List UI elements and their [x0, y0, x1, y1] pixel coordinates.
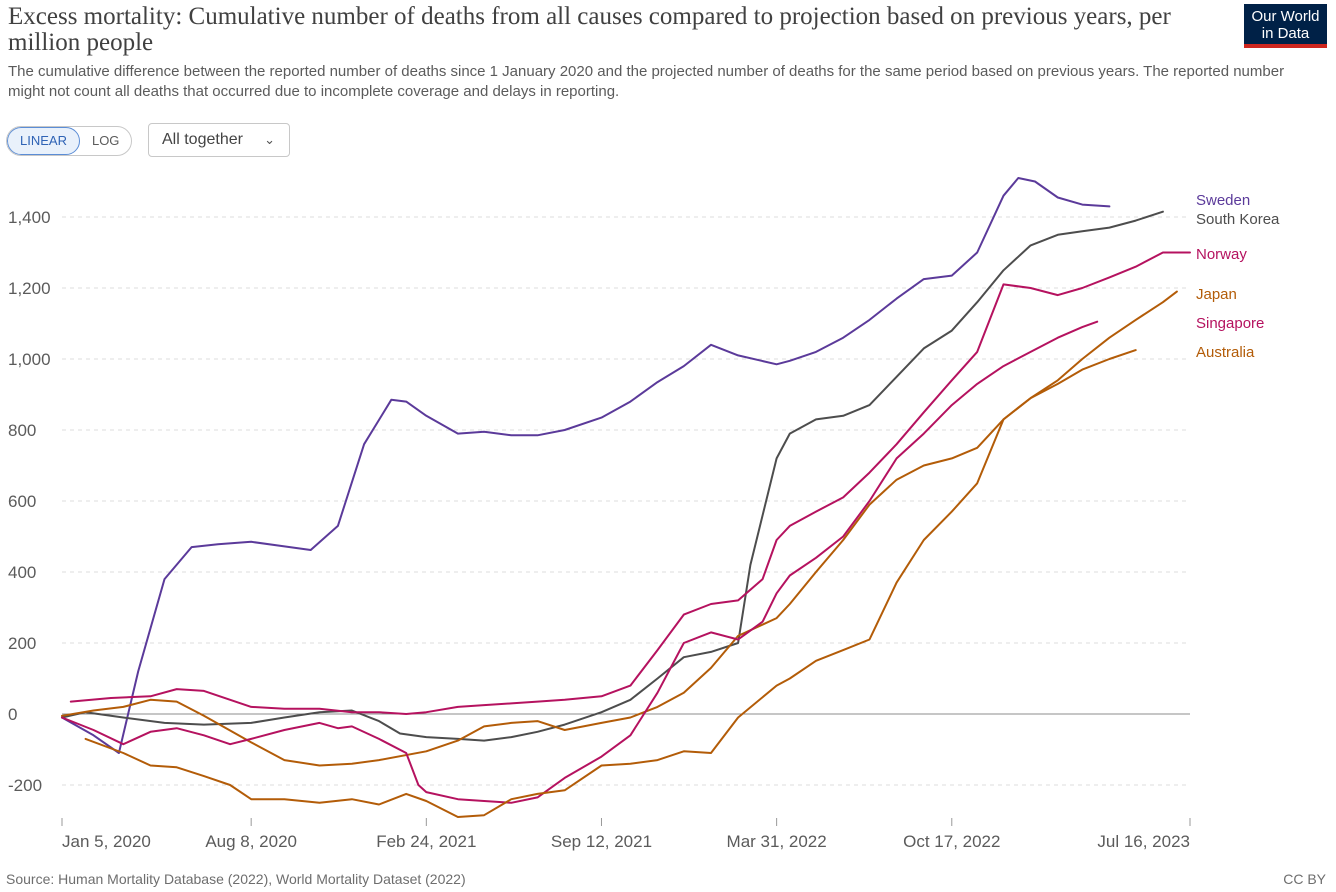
- linear-scale-button[interactable]: LINEAR: [7, 127, 80, 155]
- legend-label-singapore: Singapore: [1196, 315, 1264, 332]
- x-axis: Jan 5, 2020 Aug 8, 2020 Feb 24, 2021 Sep 12…: [61, 818, 1191, 851]
- x-tick-label: Aug 8, 2020: [205, 832, 297, 851]
- facet-dropdown-label: All together: [162, 131, 243, 148]
- y-tick-label: 600: [8, 492, 36, 511]
- series-line-sweden: [61, 177, 1111, 754]
- log-scale-button[interactable]: LOG: [91, 133, 120, 148]
- y-tick-label: 200: [8, 634, 36, 653]
- series-line-norway: [69, 251, 1191, 715]
- x-tick-label: Sep 12, 2021: [551, 832, 652, 851]
- legend-label-australia: Australia: [1196, 344, 1255, 361]
- legend-label-south-korea: South Korea: [1196, 211, 1280, 228]
- source-note: Source: Human Mortality Database (2022),…: [6, 871, 466, 887]
- y-tick-label: -200: [8, 776, 42, 795]
- chart-legend: Sweden South Korea Norway Japan Singapore Aus…: [1196, 192, 1280, 361]
- y-tick-label: 0: [8, 705, 17, 724]
- y-tick-label: 800: [8, 421, 36, 440]
- logo-line-1: Our World: [1251, 8, 1320, 25]
- chart-series: [61, 177, 1191, 818]
- chevron-down-icon: ⌄: [264, 132, 275, 147]
- owid-logo[interactable]: Our World in Data: [1244, 4, 1327, 48]
- legend-label-norway: Norway: [1196, 246, 1247, 263]
- y-tick-label: 1,200: [8, 279, 51, 298]
- x-tick-label: Mar 31, 2022: [727, 832, 827, 851]
- series-line-australia: [84, 349, 1137, 818]
- series-line-singapore: [61, 320, 1099, 804]
- x-tick-label: Feb 24, 2021: [376, 832, 476, 851]
- license-link[interactable]: CC BY: [1283, 871, 1326, 887]
- logo-line-2: in Data: [1261, 25, 1310, 42]
- chart-subtitle: The cumulative difference between the re…: [8, 63, 1285, 100]
- facet-dropdown[interactable]: All together ⌄: [148, 123, 290, 157]
- legend-label-sweden: Sweden: [1196, 192, 1250, 209]
- scale-toggle: LINEAR LOG: [6, 126, 133, 156]
- series-line-south-korea: [61, 210, 1164, 742]
- chart-title: Excess mortality: Cumulative number of d…: [8, 3, 1171, 56]
- chart-grid: [62, 216, 1190, 786]
- x-tick-label: Jul 16, 2023: [1097, 832, 1190, 851]
- x-tick-label: Oct 17, 2022: [903, 832, 1000, 851]
- y-axis-labels: -200 0 200 400 600 800 1,000 1,200 1,400: [8, 208, 51, 795]
- y-tick-label: 1,400: [8, 208, 51, 227]
- y-tick-label: 1,000: [8, 350, 51, 369]
- y-tick-label: 400: [8, 563, 36, 582]
- x-tick-label: Jan 5, 2020: [62, 832, 151, 851]
- legend-label-japan: Japan: [1196, 286, 1237, 303]
